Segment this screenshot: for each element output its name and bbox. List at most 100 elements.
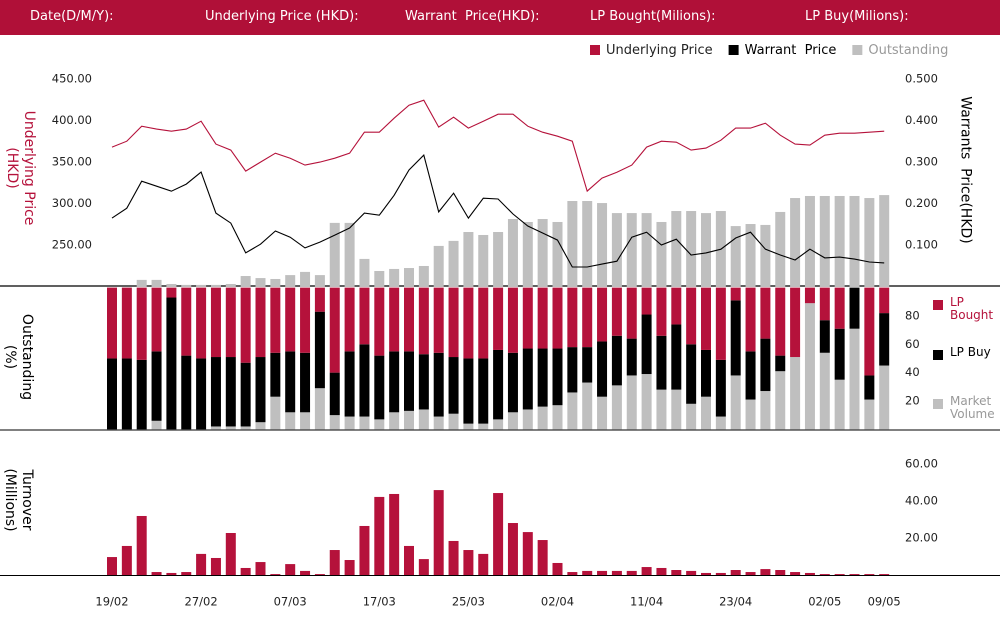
bar bbox=[582, 570, 593, 575]
bar bbox=[626, 570, 637, 575]
bar bbox=[493, 232, 504, 287]
bar-segment bbox=[790, 287, 801, 358]
bar-segment bbox=[552, 405, 563, 430]
bar-segment bbox=[819, 320, 830, 353]
bar-segment bbox=[760, 287, 771, 339]
bar-segment bbox=[641, 314, 652, 375]
bar-segment bbox=[715, 287, 726, 360]
bar-segment bbox=[389, 351, 400, 413]
y2-axis-label: Warrants Price(HKD) bbox=[957, 96, 974, 244]
bar bbox=[418, 265, 429, 287]
bar-segment bbox=[418, 354, 429, 410]
bar-segment bbox=[864, 399, 875, 430]
x-tick-label: 25/03 bbox=[452, 595, 485, 609]
bar bbox=[270, 278, 281, 287]
bar-segment bbox=[270, 352, 281, 397]
legend-label: Warrant Price bbox=[745, 43, 837, 58]
bar bbox=[849, 195, 860, 287]
bar bbox=[537, 219, 548, 287]
bar-segment bbox=[300, 412, 311, 430]
bar-segment bbox=[478, 423, 489, 430]
bar-segment bbox=[240, 287, 251, 363]
bar-segment bbox=[478, 358, 489, 424]
bar bbox=[775, 211, 786, 287]
bar-segment bbox=[715, 416, 726, 430]
y-tick-label: 20 bbox=[905, 393, 920, 407]
line bbox=[111, 154, 885, 268]
bar bbox=[448, 240, 459, 287]
x-tick-label: 11/04 bbox=[630, 595, 663, 609]
bar bbox=[671, 211, 682, 287]
bar-segment bbox=[730, 300, 741, 376]
bar bbox=[463, 232, 474, 287]
bar-segment bbox=[775, 287, 786, 356]
bar-segment bbox=[493, 287, 504, 350]
bar-segment bbox=[522, 348, 533, 410]
bar-segment bbox=[314, 388, 325, 430]
bar bbox=[107, 557, 117, 575]
bar bbox=[210, 557, 221, 575]
bar-segment bbox=[463, 423, 474, 430]
bar-segment bbox=[329, 287, 340, 373]
bar bbox=[790, 198, 801, 287]
bar bbox=[166, 283, 177, 287]
bar-segment bbox=[121, 358, 132, 430]
bar-segment bbox=[196, 358, 207, 430]
bar bbox=[404, 545, 414, 575]
bar-segment bbox=[864, 287, 875, 376]
bar bbox=[745, 224, 756, 287]
bar bbox=[567, 201, 578, 287]
bar bbox=[671, 570, 682, 575]
bar bbox=[344, 222, 355, 287]
bar bbox=[730, 570, 741, 575]
bar-segment bbox=[849, 287, 860, 329]
bar bbox=[864, 198, 875, 287]
bar-segment bbox=[463, 287, 474, 359]
bar-segment bbox=[507, 287, 518, 353]
bar-segment bbox=[537, 348, 548, 407]
bar-segment bbox=[389, 412, 400, 430]
bar bbox=[760, 224, 771, 287]
bar bbox=[196, 553, 207, 575]
bar bbox=[686, 211, 697, 287]
x-tick-label: 09/05 bbox=[868, 595, 901, 609]
bar-segment bbox=[804, 303, 815, 430]
bar-segment bbox=[834, 287, 845, 329]
bar-segment bbox=[344, 351, 355, 417]
bar-segment bbox=[745, 399, 756, 430]
bar bbox=[567, 572, 578, 575]
bar-segment bbox=[136, 287, 147, 360]
bar bbox=[285, 564, 296, 575]
legend-swatch bbox=[590, 45, 600, 55]
header-label: Warrant Price(HKD): bbox=[405, 9, 540, 24]
bar-segment bbox=[374, 355, 385, 420]
bar bbox=[701, 572, 711, 575]
bar-segment bbox=[107, 287, 117, 359]
bar-segment bbox=[300, 352, 311, 413]
bar-segment bbox=[641, 287, 652, 315]
bar-segment bbox=[760, 338, 771, 392]
bar-segment bbox=[270, 396, 281, 430]
bar-segment bbox=[834, 379, 845, 430]
bar bbox=[834, 195, 845, 287]
y-tick-label: 40 bbox=[905, 365, 920, 379]
y-tick-label: 450.00 bbox=[52, 72, 92, 86]
bar-segment bbox=[285, 412, 296, 430]
bar bbox=[181, 284, 192, 287]
bar-segment bbox=[478, 287, 489, 359]
x-tick-label: 17/03 bbox=[363, 595, 396, 609]
bar bbox=[300, 570, 311, 575]
bar-segment bbox=[255, 357, 266, 423]
legend-label: Underlying Price bbox=[606, 43, 713, 58]
bar bbox=[819, 195, 830, 287]
bar bbox=[240, 276, 251, 287]
line bbox=[111, 99, 885, 193]
bar bbox=[151, 279, 162, 287]
bar-segment bbox=[433, 352, 444, 417]
bar bbox=[804, 195, 815, 287]
legend-swatch bbox=[728, 45, 739, 55]
bar bbox=[255, 562, 266, 575]
bar-segment bbox=[819, 287, 830, 321]
bar bbox=[136, 515, 147, 575]
header-label: Date(D/M/Y): bbox=[30, 9, 114, 24]
